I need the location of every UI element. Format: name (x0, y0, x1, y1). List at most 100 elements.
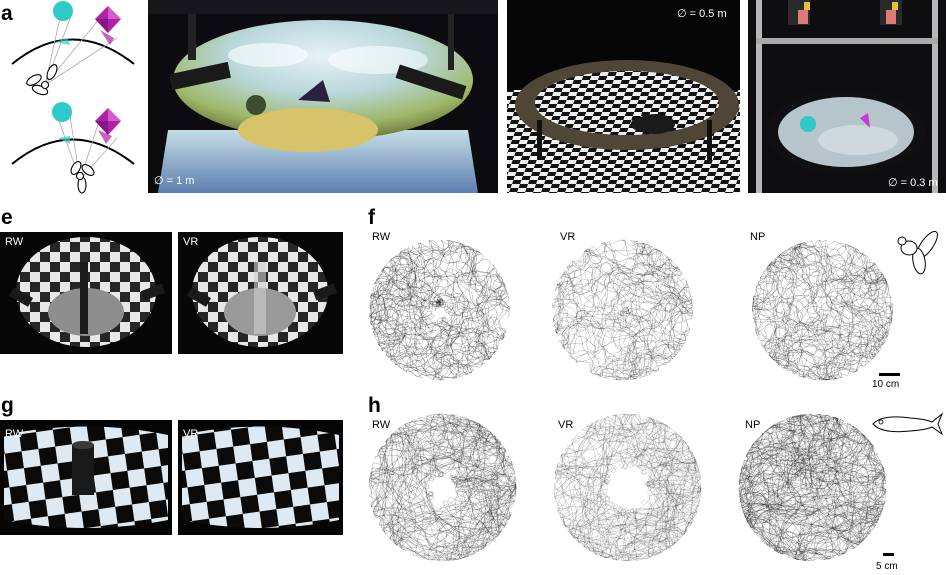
trajectory-path (769, 414, 820, 562)
panel-d-photo: ∅ = 0.3 m (748, 0, 946, 193)
trajectory-path (557, 260, 660, 372)
trajectory-path (588, 283, 690, 381)
trajectory-path (587, 419, 686, 495)
trajectory-path (570, 413, 687, 538)
trajectory-path (379, 431, 485, 549)
trajectory-path (421, 270, 506, 316)
trajectory-path (554, 436, 675, 521)
trajectory-path (835, 282, 892, 363)
trajectory-path (423, 240, 501, 294)
trajectory-path (432, 487, 517, 559)
trajectory-path (578, 448, 702, 496)
trajectory-path (371, 433, 504, 521)
panel-letter-a: a (1, 2, 13, 25)
panel-h-traj-np (735, 410, 890, 570)
trajectory-path (378, 414, 497, 534)
trajectory-path (585, 414, 685, 530)
trajectory-path (775, 414, 831, 553)
trajectory-path (746, 442, 885, 541)
trajectory-path (370, 458, 501, 532)
trajectory-path (397, 413, 488, 476)
trajectory-path (794, 415, 886, 512)
trajectory-path (587, 440, 702, 555)
trajectory-path (384, 250, 498, 326)
trajectory-path (752, 271, 789, 366)
trajectory-path (404, 241, 484, 322)
panel-c-photo: ∅ = 0.5 m (507, 0, 740, 193)
trajectory-path (451, 416, 517, 499)
trajectory-path (773, 331, 864, 381)
trajectory-path (573, 285, 662, 332)
trajectory-path (404, 420, 491, 549)
panel-e-vr-label: VR (183, 236, 199, 248)
trajectory-path (397, 455, 516, 550)
trajectory-path (554, 458, 694, 538)
trajectory-path (765, 441, 877, 560)
trajectory-path (557, 495, 683, 561)
trajectory-path (755, 245, 827, 290)
trajectory-path (378, 503, 508, 546)
trajectory-path (593, 289, 688, 378)
trajectory-path (369, 462, 499, 562)
trajectory-path (578, 436, 693, 546)
trajectory-path (562, 425, 634, 555)
trajectory-path (615, 483, 698, 561)
trajectory-path (812, 251, 868, 357)
trajectory-path (606, 262, 687, 343)
trajectory-path (625, 474, 701, 562)
trajectory-path (566, 250, 674, 303)
trajectory-path (602, 315, 667, 380)
panel-h-rw-label: RW (372, 419, 391, 431)
trajectory-path (825, 245, 884, 313)
trajectory-path (795, 414, 870, 560)
trajectory-path (576, 307, 645, 348)
trajectory-path (556, 424, 669, 514)
trajectory-path (557, 467, 701, 533)
panel-f-traj-vr (545, 236, 700, 389)
trajectory-path (583, 443, 702, 535)
trajectory-path (402, 420, 513, 561)
panel-f-traj-rw (362, 236, 517, 389)
trajectory-path (739, 472, 835, 553)
trajectory-path (803, 243, 878, 296)
trajectory-path (393, 473, 511, 546)
trajectory-path (752, 296, 839, 343)
trajectory-path (554, 423, 687, 500)
trajectory-path (793, 304, 839, 381)
trajectory-path (761, 432, 882, 543)
trajectory-path (560, 416, 697, 519)
trajectory-path (406, 316, 505, 381)
trajectory-path (586, 248, 679, 300)
trajectory-path (612, 248, 680, 380)
trajectory-path (383, 432, 507, 518)
trajectory-path (756, 419, 844, 497)
panel-e-rw-label: RW (5, 236, 24, 248)
trajectory-path (389, 461, 513, 559)
trajectory-path (779, 291, 890, 375)
trajectory-path (413, 469, 489, 562)
trajectory-path (378, 415, 506, 536)
trajectory-path (555, 266, 680, 333)
trajectory-path (377, 249, 443, 337)
trajectory-path (419, 414, 517, 562)
trajectory-path (448, 250, 509, 311)
trajectory-path (612, 270, 675, 328)
trajectory-path (377, 447, 516, 521)
trajectory-path (429, 414, 500, 471)
trajectory-path (763, 457, 886, 556)
trajectory-path (790, 244, 885, 347)
trajectory-path (374, 452, 502, 535)
trajectory-path (555, 281, 640, 381)
trajectory-path (741, 489, 879, 548)
trajectory-path (369, 419, 514, 527)
panel-h-traj-rw (365, 410, 520, 570)
trajectory-path (387, 419, 487, 493)
trajectory-path (388, 243, 468, 302)
trajectory-path (563, 422, 676, 558)
trajectory-path (369, 278, 437, 347)
trajectory-path (569, 247, 662, 360)
trajectory-path (552, 298, 638, 362)
trajectory-path (438, 479, 502, 556)
trajectory-path (775, 417, 847, 554)
trajectory-path (452, 472, 517, 530)
